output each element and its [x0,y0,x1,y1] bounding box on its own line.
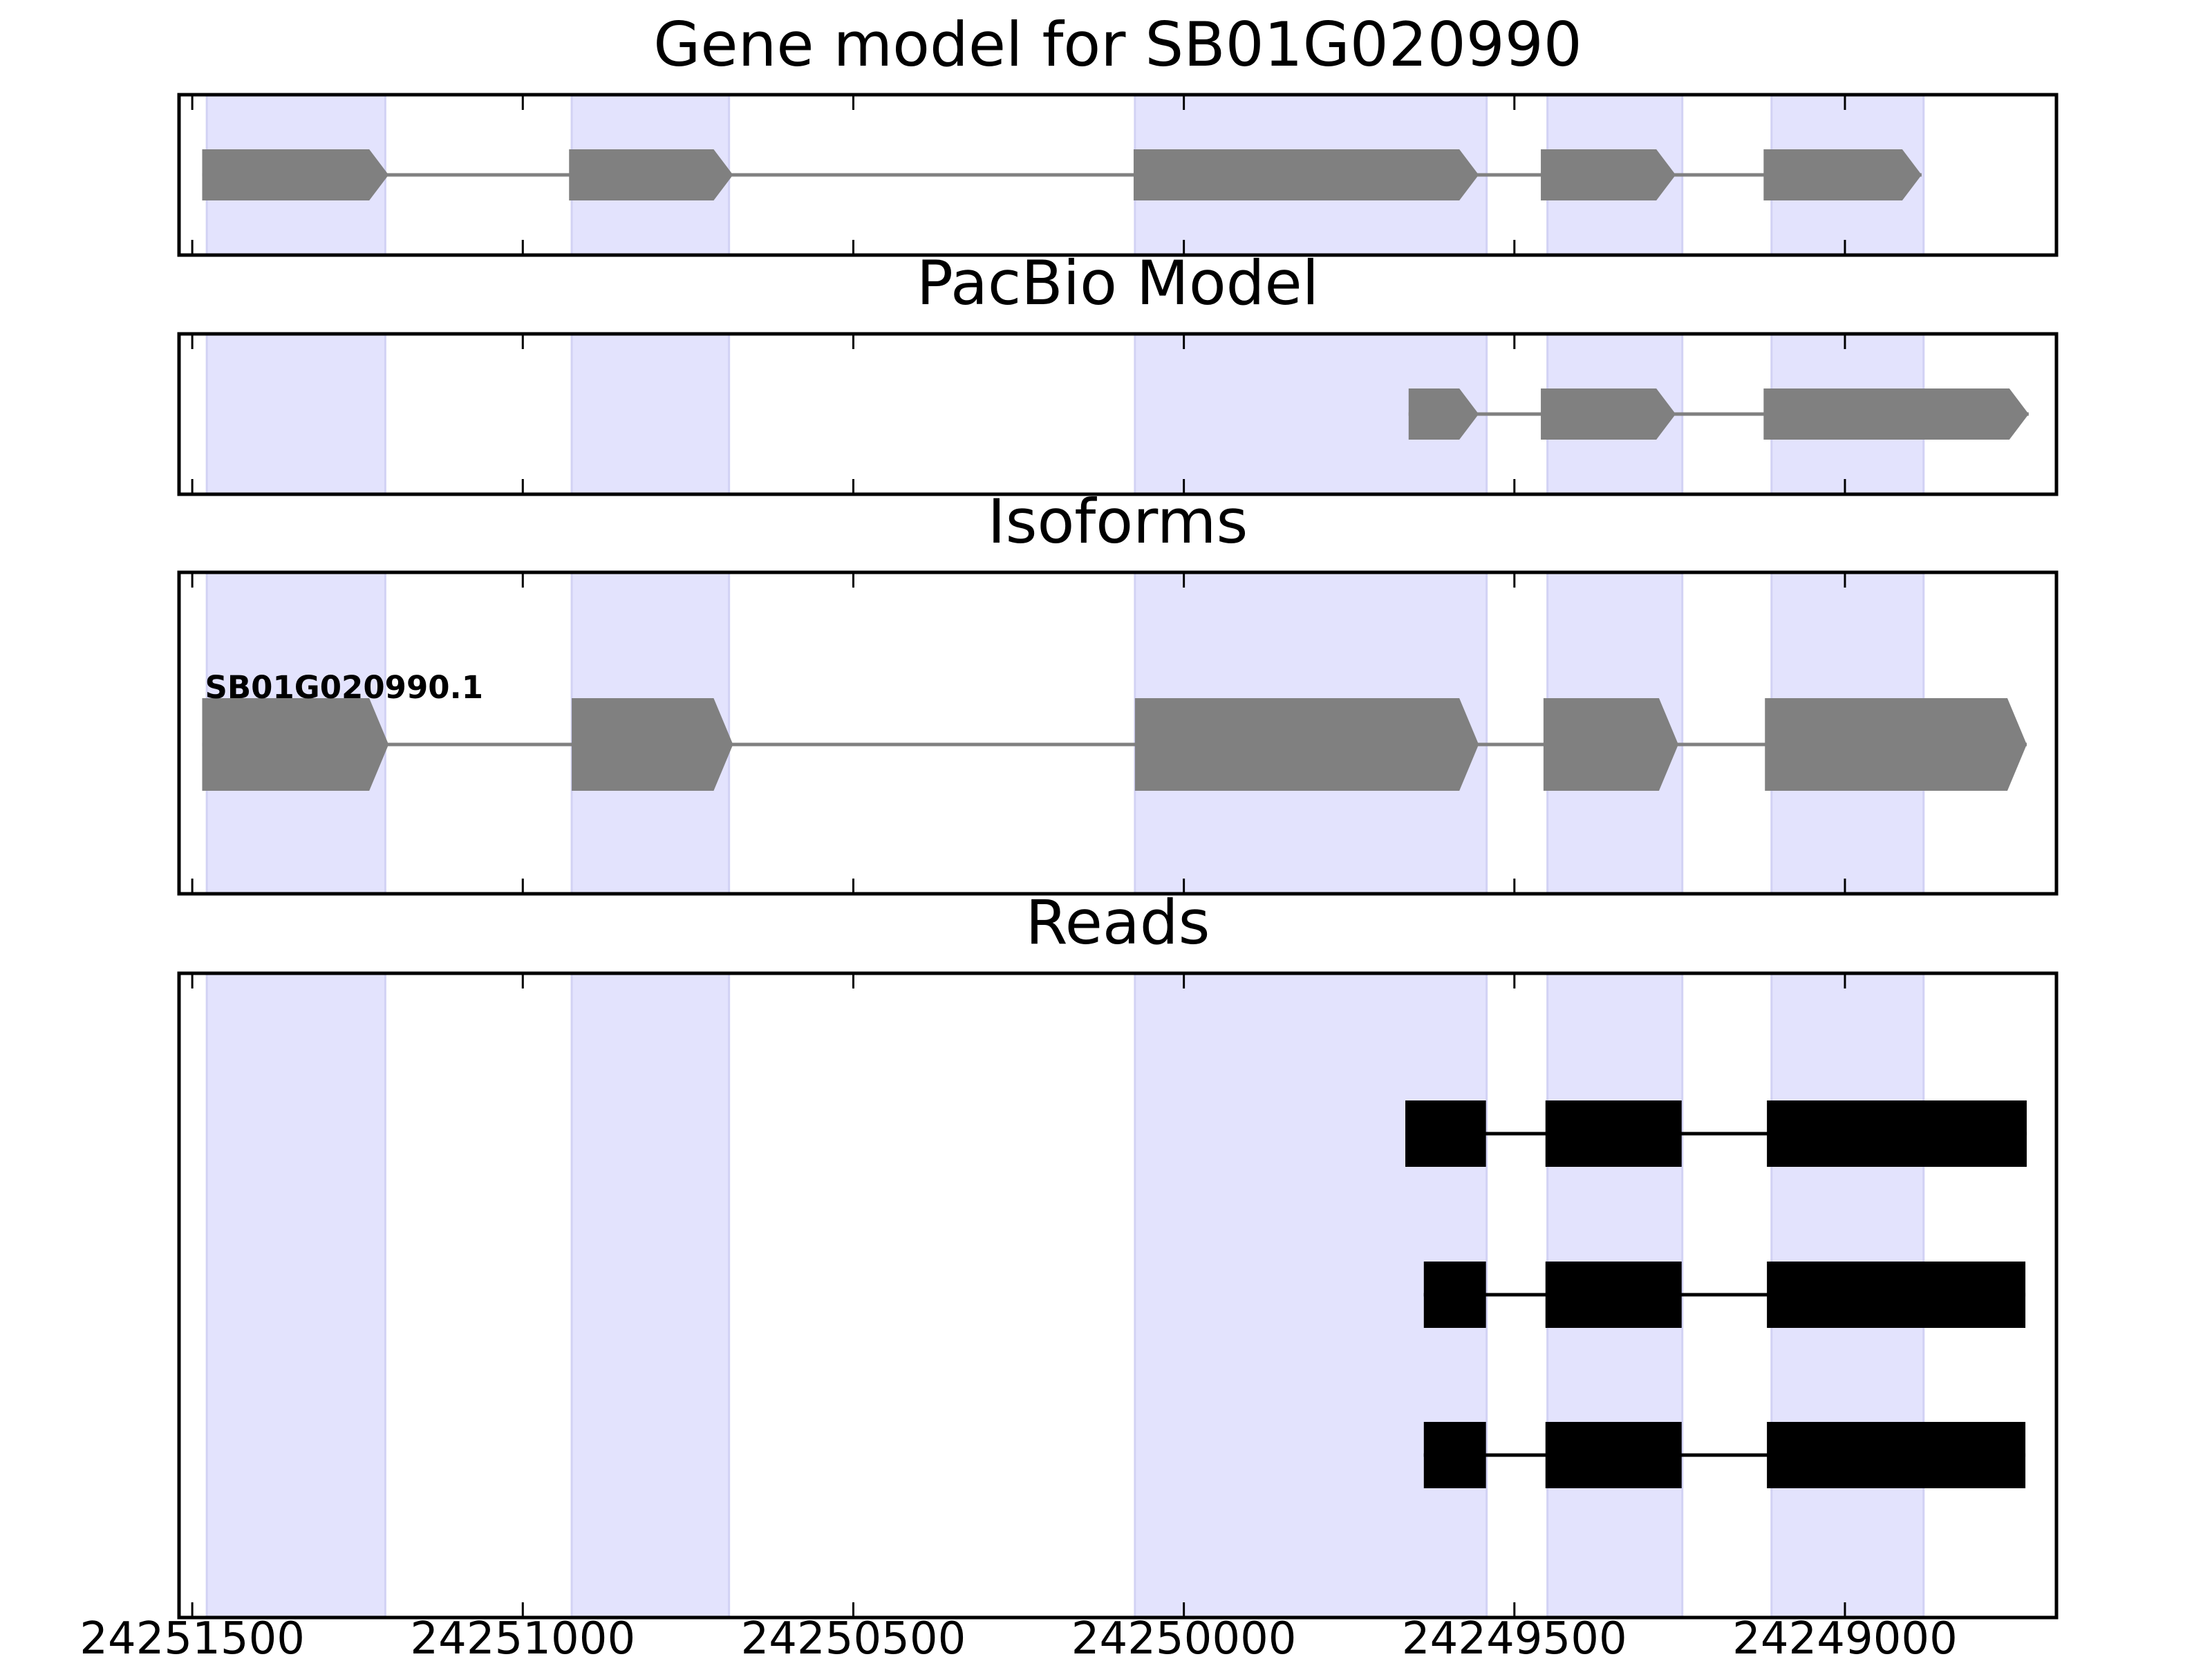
x-tick-label: 24250000 [1071,1613,1297,1659]
exon-highlight-band [205,332,386,496]
read-exon-block [1545,1262,1682,1328]
read-alignment [1423,1262,2026,1328]
exon-arrow [1763,388,2029,440]
exon-arrow [1543,698,1678,791]
panel-frame [177,93,2059,257]
read-exon-block [1767,1100,2027,1167]
reads-panel [177,971,2059,1620]
panel-frame [177,971,2059,1620]
gene-model-panel [177,93,2059,257]
pacbio-model-panel [177,332,2059,496]
x-tick-label: 24251500 [79,1613,305,1659]
exon-arrow [569,149,733,200]
pacbio-model-title: PacBio Model [917,247,1319,319]
x-axis-tick-labels: 24251500 24251000 24250500 24250000 24249500… [79,1613,1958,1659]
read-exon-block [1423,1422,1486,1488]
exon-highlight-band [570,972,731,1619]
isoforms-panel: SB01G020990.1 [177,570,2059,896]
x-tick-label: 24249000 [1732,1613,1958,1659]
read-alignment [1423,1422,2026,1488]
read-exon-block [1545,1422,1682,1488]
transcript-model [1408,388,2029,440]
exon-arrow [202,698,389,791]
exon-arrow [1408,388,1479,440]
read-exon-block [1405,1100,1486,1167]
panel-frame [177,570,2059,896]
transcript-model: SB01G020990.1 [202,669,2027,791]
isoform-label: SB01G020990.1 [205,669,483,706]
exon-arrow [1541,388,1676,440]
exon-arrow [572,698,733,791]
read-exon-block [1767,1262,2026,1328]
exon-arrow [1763,149,1922,200]
reads-title: Reads [1026,887,1210,958]
x-tick-label: 24250500 [741,1613,966,1659]
read-exon-block [1545,1100,1682,1167]
x-tick-label: 24251000 [410,1613,635,1659]
panel-frame [177,332,2059,496]
exon-arrow [1541,149,1676,200]
read-alignment [1405,1100,2027,1167]
gene-model-title: Gene model for SB01G020990 [653,9,1582,80]
exon-arrow [1133,149,1479,200]
read-exon-block [1423,1262,1486,1328]
exon-highlight-band [205,972,386,1619]
exon-arrow [1765,698,2027,791]
transcript-model [202,149,1922,200]
read-exon-block [1767,1422,2026,1488]
isoforms-title: Isoforms [988,486,1248,557]
exon-arrow [1134,698,1479,791]
x-tick-label: 24249500 [1402,1613,1627,1659]
exon-highlight-band [570,332,731,496]
exon-arrow [202,149,389,200]
